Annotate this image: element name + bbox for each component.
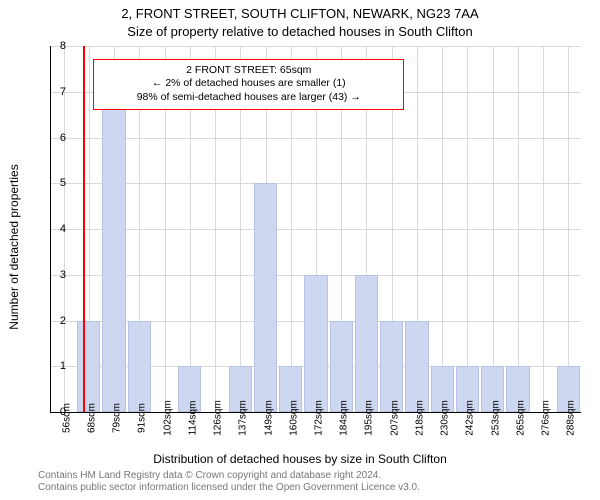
- gridline-v: [518, 46, 519, 412]
- x-tick-label: 114sqm: [187, 401, 198, 436]
- bar: [405, 321, 428, 413]
- x-tick-label: 288sqm: [566, 400, 577, 436]
- x-tick-label: 149sqm: [263, 400, 274, 436]
- y-tick-label: 8: [60, 40, 66, 52]
- y-tick-label: 2: [60, 315, 66, 327]
- x-tick-label: 184sqm: [339, 400, 350, 436]
- x-tick-label: 102sqm: [162, 400, 173, 436]
- title-line-2: Size of property relative to detached ho…: [0, 24, 600, 39]
- x-tick-label: 137sqm: [238, 400, 249, 436]
- x-tick-label: 68sqm: [86, 403, 97, 433]
- y-tick-label: 7: [60, 86, 66, 98]
- bar: [102, 92, 125, 412]
- gridline-v: [493, 46, 494, 412]
- credits-block: Contains HM Land Registry data © Crown c…: [38, 470, 420, 494]
- gridline-v: [543, 46, 544, 412]
- x-tick-label: 230sqm: [440, 400, 451, 436]
- y-tick-label: 6: [60, 132, 66, 144]
- bar: [304, 275, 327, 412]
- x-tick-label: 56sqm: [61, 403, 72, 433]
- x-tick-label: 265sqm: [515, 400, 526, 436]
- annotation-line: 98% of semi-detached houses are larger (…: [100, 91, 397, 105]
- credits-line-2: Contains public sector information licen…: [38, 482, 420, 494]
- y-tick-label: 4: [60, 223, 66, 235]
- x-tick-label: 126sqm: [213, 400, 224, 436]
- bar: [77, 321, 100, 413]
- x-tick-label: 79sqm: [112, 403, 123, 433]
- y-axis-label: Number of detached properties: [7, 147, 21, 347]
- bar: [128, 321, 151, 413]
- x-tick-label: 91sqm: [137, 403, 148, 433]
- x-tick-label: 207sqm: [389, 400, 400, 436]
- gridline-v: [467, 46, 468, 412]
- x-tick-label: 276sqm: [541, 400, 552, 436]
- bar: [254, 183, 277, 412]
- x-tick-label: 172sqm: [314, 400, 325, 436]
- y-tick-label: 5: [60, 177, 66, 189]
- title-line-1: 2, FRONT STREET, SOUTH CLIFTON, NEWARK, …: [0, 6, 600, 21]
- bar: [355, 275, 378, 412]
- x-tick-label: 242sqm: [465, 400, 476, 436]
- reference-line: [83, 46, 85, 412]
- annotation-line: ← 2% of detached houses are smaller (1): [100, 77, 397, 91]
- bar: [330, 321, 353, 413]
- x-tick-label: 195sqm: [364, 400, 375, 436]
- gridline-v: [568, 46, 569, 412]
- x-tick-label: 218sqm: [414, 400, 425, 436]
- gridline-v: [442, 46, 443, 412]
- x-tick-label: 160sqm: [288, 400, 299, 436]
- y-tick-label: 1: [60, 360, 66, 372]
- bar: [380, 321, 403, 413]
- credits-line-1: Contains HM Land Registry data © Crown c…: [38, 470, 420, 482]
- annotation-line: 2 FRONT STREET: 65sqm: [100, 64, 397, 78]
- y-tick-label: 3: [60, 269, 66, 281]
- x-tick-label: 253sqm: [490, 400, 501, 436]
- annotation-box: 2 FRONT STREET: 65sqm← 2% of detached ho…: [93, 59, 404, 110]
- x-axis-label: Distribution of detached houses by size …: [0, 452, 600, 466]
- chart-plot-area: 2 FRONT STREET: 65sqm← 2% of detached ho…: [50, 46, 581, 413]
